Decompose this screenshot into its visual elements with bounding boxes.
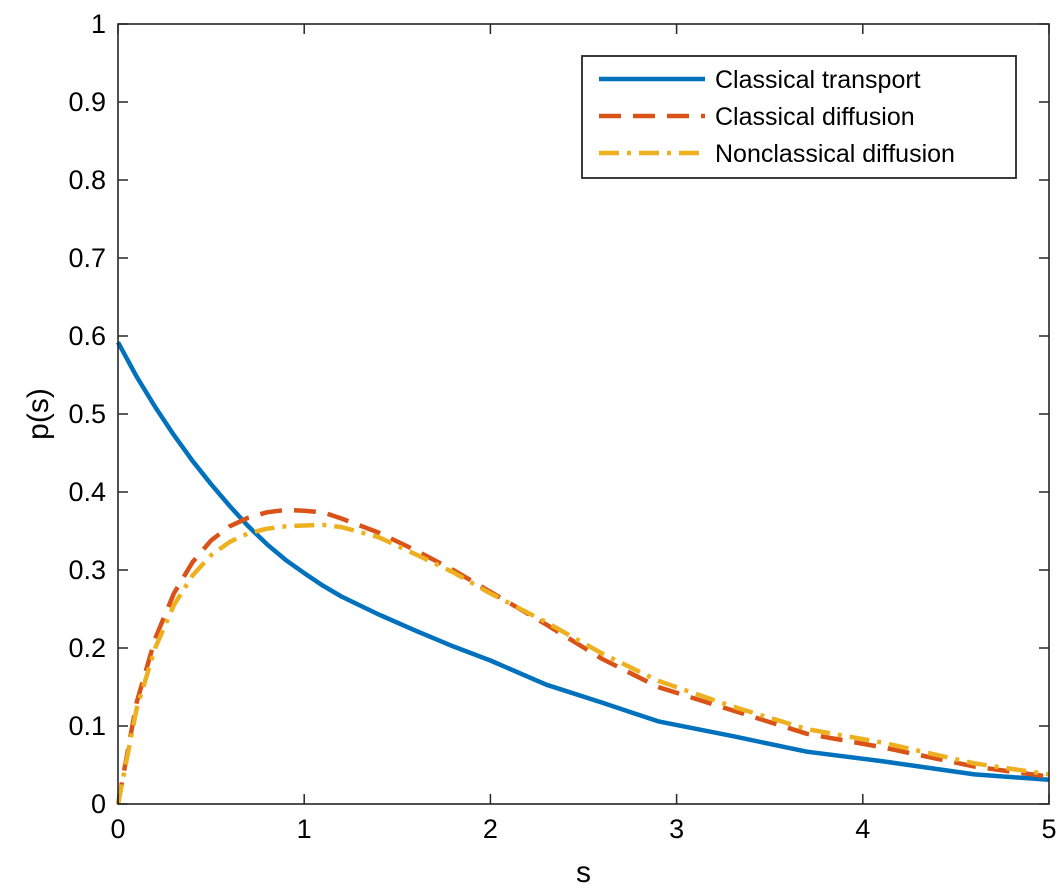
y-tick-label: 0.3 xyxy=(68,555,106,585)
legend: Classical transport Classical diffusion No… xyxy=(581,55,1017,179)
y-tick-label: 0.9 xyxy=(68,87,106,117)
x-tick-label: 3 xyxy=(669,814,684,844)
y-tick-label: 0.8 xyxy=(68,165,106,195)
x-tick-label: 4 xyxy=(855,814,870,844)
series-layer xyxy=(115,341,1050,805)
legend-label-1: Classical transport xyxy=(715,66,921,94)
y-tick-label: 0.7 xyxy=(68,243,106,273)
legend-items: Classical transport Classical diffusion No… xyxy=(599,66,955,168)
x-tick-label: 2 xyxy=(483,814,498,844)
y-tick-label: 0.5 xyxy=(68,399,106,429)
y-axis-label: p(s) xyxy=(22,388,55,440)
legend-label-3: Nonclassical diffusion xyxy=(715,140,955,168)
y-tick-label: 0.2 xyxy=(68,633,106,663)
y-tick-label: 0 xyxy=(91,789,106,819)
x-axis-label: s xyxy=(576,856,591,889)
x-tick-label: 1 xyxy=(297,814,312,844)
series-line-2 xyxy=(115,507,1050,805)
series-line-1 xyxy=(116,341,1050,783)
x-tick-label: 0 xyxy=(110,814,125,844)
ticks-layer: 0 1 2 3 4 5 0 0.1 0.2 0.3 0.4 0.5 0.6 0.7 0.8 0.9 1 xyxy=(68,9,1056,844)
legend-label-2: Classical diffusion xyxy=(715,103,915,131)
x-tick-label: 5 xyxy=(1041,814,1056,844)
series-line-3 xyxy=(115,522,1050,805)
y-tick-label: 0.4 xyxy=(68,477,106,507)
y-tick-label: 0.6 xyxy=(68,321,106,351)
y-tick-label: 0.1 xyxy=(68,711,106,741)
y-tick-label: 1 xyxy=(91,9,106,39)
